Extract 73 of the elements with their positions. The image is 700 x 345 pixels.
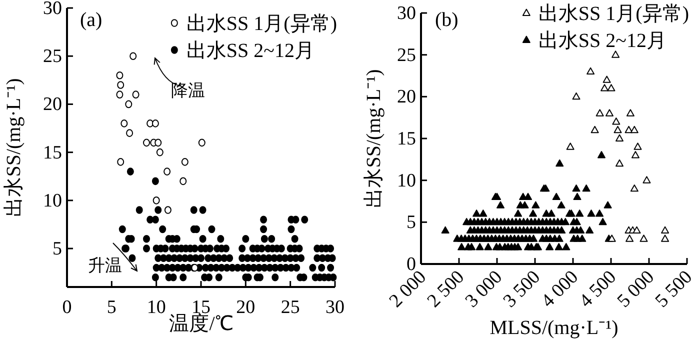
y-tick-label: 10 (397, 170, 416, 192)
y-tick-label: 25 (397, 44, 416, 66)
point (630, 184, 638, 192)
point (600, 84, 609, 92)
x-tick-label: 25 (280, 297, 300, 318)
point (605, 109, 614, 116)
point (572, 92, 580, 100)
point (607, 84, 616, 92)
legend-label: 出水SS 1月(异常) (538, 3, 689, 25)
point (198, 138, 206, 147)
point (661, 226, 670, 234)
point (590, 126, 599, 134)
x-axis-title: MLSS/(mg·L⁻¹) (490, 317, 618, 339)
point (626, 109, 634, 116)
point (117, 158, 124, 166)
x-tick-label: 5 (106, 297, 116, 318)
point (116, 71, 124, 80)
point (164, 168, 171, 176)
point (125, 100, 132, 108)
x-tick-label: 20 (236, 297, 256, 318)
point (614, 126, 622, 134)
point (616, 134, 624, 142)
point (156, 148, 164, 156)
y-axis-title: 出水SS/(mg·L⁻¹) (3, 78, 25, 217)
point (154, 138, 162, 147)
point (616, 159, 624, 167)
y-tick-label: 10 (43, 190, 62, 212)
point (631, 151, 640, 158)
legend-label: 出水SS 1月(异常) (186, 13, 337, 35)
annotation: (b) (435, 9, 458, 31)
x-tick-label: 30 (326, 297, 344, 318)
point (608, 234, 616, 242)
point (117, 81, 124, 89)
point (181, 158, 188, 166)
y-tick-label: 15 (43, 142, 62, 164)
point (630, 126, 638, 134)
y-tick-label: 20 (397, 86, 416, 108)
y-tick-label: 5 (406, 212, 416, 234)
point (152, 120, 159, 128)
annotation: 升温 (88, 256, 122, 275)
point (143, 138, 150, 147)
point (626, 234, 634, 242)
y-tick-label: 30 (397, 3, 416, 24)
point (586, 67, 595, 75)
point (596, 109, 604, 116)
y-tick-label: 25 (43, 46, 62, 68)
point (130, 52, 137, 60)
point (152, 196, 160, 204)
legend-label: 出水SS 2~12月 (538, 30, 666, 52)
point (120, 120, 128, 128)
point (632, 226, 641, 234)
point (132, 90, 140, 98)
point (566, 142, 574, 150)
point (634, 142, 642, 150)
point (661, 234, 670, 242)
y-tick-label: 15 (397, 128, 416, 150)
point (126, 129, 134, 137)
y-axis-title: 出水SS/(mg·L⁻¹) (363, 69, 385, 208)
y-tick-label: 30 (43, 0, 62, 19)
point (612, 118, 620, 125)
point (602, 76, 611, 83)
point (180, 177, 187, 186)
point (164, 206, 172, 214)
annotation: (a) (80, 9, 102, 31)
legend-label: 出水SS 2~12月 (186, 40, 314, 62)
point (640, 234, 648, 242)
y-tick-label: 20 (43, 94, 62, 116)
point (116, 90, 124, 98)
y-tick-label: 5 (52, 238, 62, 260)
point (612, 50, 620, 58)
x-tick-label: 10 (146, 297, 166, 318)
annotation: 降温 (171, 81, 205, 100)
point (642, 176, 651, 184)
